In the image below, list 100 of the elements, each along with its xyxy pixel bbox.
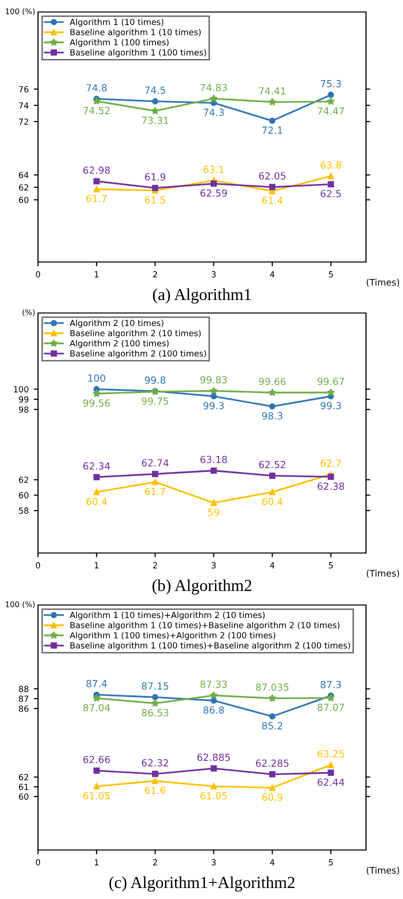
x-tick-label: 3	[212, 271, 216, 278]
data-label: 99.3	[320, 402, 341, 410]
y-tick-label: 60	[18, 793, 28, 800]
y-tick-label: 87	[18, 696, 28, 702]
y-tick-label: 88	[18, 686, 28, 692]
legend-label: Algorithm 2 (100 times)	[70, 340, 169, 348]
data-label: 61.4	[262, 196, 283, 204]
y-tick-label: 72	[19, 118, 28, 125]
x-tick-label: 2	[153, 271, 157, 278]
data-label: 59	[208, 508, 220, 516]
data-label: 100	[88, 374, 106, 382]
data-label: 61.05	[200, 792, 227, 800]
legend-label: Baseline algorithm 1 (10 times)	[70, 28, 201, 37]
legend-label: Algorithm 2 (10 times)	[70, 320, 164, 328]
data-label: 99.66	[258, 378, 286, 386]
data-label: 62.285	[256, 759, 288, 767]
x-axis-title: (Times)	[366, 866, 400, 875]
legend-label: Algorithm 1 (100 times)+Algorithm 2 (100 times)	[70, 632, 276, 640]
data-label: 63.1	[204, 166, 224, 174]
data-label: 62.34	[83, 462, 110, 470]
x-tick-label: 0	[36, 562, 40, 568]
data-label: 63.8	[320, 161, 342, 169]
data-label: 99.8	[144, 376, 166, 384]
data-label: 75.3	[320, 80, 341, 88]
data-label: 60.9	[262, 793, 282, 801]
data-label: 86.8	[204, 706, 224, 714]
data-label: 87.3	[320, 680, 341, 688]
y-tick-label: 86	[18, 705, 28, 712]
data-label: 86.53	[142, 709, 168, 716]
y-tick-label: 99	[18, 396, 28, 403]
data-label: 74.47	[318, 107, 344, 114]
data-label: 63.25	[318, 750, 344, 758]
data-label: 87.4	[86, 680, 107, 688]
legend-label: Baseline algorithm 1 (10 times)+Baseline algorithm 2 (10 times)	[70, 622, 340, 630]
x-tick-label: 3	[212, 859, 216, 866]
data-label: 61.7	[86, 194, 107, 202]
y-tick-label: 60	[18, 196, 28, 204]
data-label: 61.7	[145, 488, 166, 496]
data-label: 85.2	[262, 722, 282, 730]
legend-label: Baseline algorithm 1 (100 times)	[70, 49, 206, 58]
y-tick-label: 74	[19, 102, 29, 109]
data-label: 74.8	[86, 84, 107, 92]
data-label: 62.66	[83, 756, 110, 764]
data-label: 99.75	[142, 397, 168, 405]
text: (b) Algorithm2	[152, 579, 252, 595]
data-label: 99.67	[318, 378, 344, 386]
data-label: 60.4	[262, 498, 283, 506]
x-tick-label: 4	[270, 562, 274, 568]
y-tick-label: 100	[14, 386, 28, 392]
data-label: 74.83	[200, 84, 227, 92]
legend-label: Algorithm 1 (100 times)	[70, 38, 169, 48]
x-tick-label: 3	[212, 562, 216, 568]
data-label: 87.04	[83, 704, 110, 712]
x-tick-label: 5	[328, 562, 333, 568]
text: (a) Algorithm1	[152, 288, 251, 304]
data-label: 74.5	[145, 86, 166, 94]
y-tick-label: 62	[18, 774, 28, 780]
data-label: 62.5	[320, 190, 341, 198]
data-label: 87.33	[200, 680, 227, 688]
data-label: 62.52	[259, 460, 286, 468]
legend-label: Baseline algorithm 1 (100 times)+Baseline algorithm 2 (100 times)	[70, 642, 350, 650]
data-label: 72.1	[262, 126, 282, 134]
y-tick-label: 98	[18, 406, 28, 413]
x-axis-title: (Times)	[366, 278, 400, 287]
data-label: 62.44	[318, 778, 344, 786]
x-tick-label: 5	[328, 859, 333, 866]
legend-label: Algorithm 1 (10 times)	[70, 18, 164, 27]
x-tick-label: 4	[270, 859, 274, 866]
legend-label: Baseline algorithm 2 (100 times)	[70, 350, 206, 358]
data-label: 99.83	[200, 376, 227, 384]
data-label: 87.07	[318, 704, 344, 712]
x-tick-label: 2	[153, 562, 157, 568]
x-tick-label: 1	[94, 271, 98, 278]
x-tick-label: 1	[94, 562, 98, 568]
data-label: 60.4	[86, 498, 107, 506]
data-label: 61.5	[145, 196, 166, 204]
data-label: 87.035	[256, 684, 288, 691]
text: (c) Algorithm1+Algorithm2	[109, 876, 294, 892]
data-label: 62.98	[83, 166, 110, 174]
x-tick-label: 0	[36, 859, 40, 866]
y-tick-label: 62	[18, 184, 28, 191]
x-tick-label: 0	[36, 271, 40, 278]
data-label: 61.6	[145, 786, 166, 794]
data-label: 61.05	[83, 792, 110, 800]
data-label: 62.32	[142, 759, 168, 766]
data-label: 63.18	[200, 456, 227, 464]
data-label: 61.9	[145, 173, 166, 181]
data-label: 98.3	[262, 412, 282, 420]
x-tick-label: 1	[94, 859, 98, 866]
y-tick-label: 60	[18, 492, 28, 498]
data-label: 62.885	[197, 754, 230, 761]
y-tick-label: 64	[18, 172, 29, 178]
data-label: 62.59	[200, 189, 227, 197]
x-tick-label: 4	[270, 271, 274, 278]
data-label: 99.56	[83, 399, 110, 407]
y-tick-label: 76	[19, 86, 28, 92]
data-label: 73.31	[142, 116, 168, 124]
data-label: 74.52	[83, 106, 110, 114]
data-label: 74.41	[259, 87, 286, 94]
data-label: 62.05	[259, 172, 286, 180]
